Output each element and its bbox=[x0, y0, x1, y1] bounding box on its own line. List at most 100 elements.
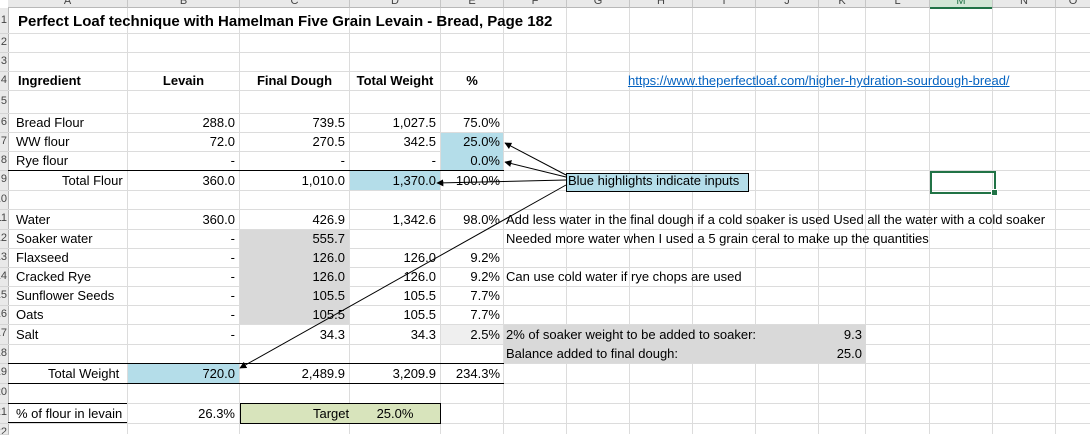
cell-rye-flour-final[interactable]: - bbox=[340, 153, 345, 168]
cell-cracked-rye-pct[interactable]: 9.2% bbox=[470, 269, 500, 284]
row-header-2[interactable]: 2 bbox=[0, 34, 9, 53]
salt-calc-value-final[interactable]: 25.0 bbox=[836, 346, 862, 361]
fill-handle[interactable] bbox=[991, 189, 998, 196]
cell-total-weight-label[interactable]: Total Weight bbox=[48, 366, 120, 381]
cell-salt-total[interactable]: 34.3 bbox=[410, 327, 436, 342]
row-header-12[interactable]: 12 bbox=[0, 230, 9, 249]
row-header-13[interactable]: 13 bbox=[0, 249, 9, 268]
column-header-c[interactable]: C bbox=[240, 0, 350, 8]
note-water[interactable]: Add less water in the final dough if a c… bbox=[506, 212, 1046, 227]
column-header-j[interactable]: J bbox=[756, 0, 819, 8]
cell-bread-flour-label[interactable]: Bread Flour bbox=[16, 115, 84, 130]
row-header-14[interactable]: 14 bbox=[0, 268, 9, 287]
blue-highlight-note[interactable]: Blue highlights indicate inputs bbox=[568, 173, 740, 188]
salt-calc-label-soaker[interactable]: 2% of soaker weight to be added to soake… bbox=[506, 327, 757, 342]
cell-target-value[interactable]: 25.0% bbox=[376, 406, 414, 421]
row-header-4[interactable]: 4 bbox=[0, 72, 9, 91]
row-header-3[interactable]: 3 bbox=[0, 53, 9, 72]
row-header-21[interactable]: 21 bbox=[0, 404, 9, 424]
cell-ww-flour-total[interactable]: 342.5 bbox=[403, 134, 436, 149]
cell-rye-flour-levain[interactable]: - bbox=[230, 153, 235, 168]
header-total-weight[interactable]: Total Weight bbox=[356, 73, 434, 88]
cell-oats-pct[interactable]: 7.7% bbox=[470, 307, 500, 322]
column-header-e[interactable]: E bbox=[441, 0, 504, 8]
cell-salt-pct[interactable]: 2.5% bbox=[470, 327, 500, 342]
cell-flaxseed-total[interactable]: 126.0 bbox=[403, 250, 436, 265]
cell-flaxseed-pct[interactable]: 9.2% bbox=[470, 250, 500, 265]
cell-levain-flour-label[interactable]: % of flour in levain bbox=[16, 406, 123, 421]
row-header-16[interactable]: 16 bbox=[0, 306, 9, 325]
row-header-9[interactable]: 9 bbox=[0, 171, 9, 191]
cell-flaxseed-final[interactable]: 126.0 bbox=[312, 250, 345, 265]
header-ingredient[interactable]: Ingredient bbox=[18, 73, 81, 88]
blue-highlight-note-box[interactable] bbox=[566, 173, 749, 192]
cell-levain-flour-value[interactable]: 26.3% bbox=[198, 406, 235, 421]
cell-sunflower-total[interactable]: 105.5 bbox=[403, 288, 436, 303]
salt-calc-label-final[interactable]: Balance added to final dough: bbox=[506, 346, 679, 361]
cell-total-flour-pct[interactable]: 100.0% bbox=[455, 173, 500, 188]
header-levain[interactable]: Levain bbox=[162, 73, 205, 88]
cell-salt-label[interactable]: Salt bbox=[16, 327, 39, 342]
source-url-link[interactable]: https://www.theperfectloaf.com/higher-hy… bbox=[628, 73, 1010, 88]
cell-cracked-rye-levain[interactable]: - bbox=[230, 269, 235, 284]
column-header-k[interactable]: K bbox=[819, 0, 866, 8]
row-header-10[interactable]: 10 bbox=[0, 191, 9, 210]
cell-oats-levain[interactable]: - bbox=[230, 307, 235, 322]
cell-water-final[interactable]: 426.9 bbox=[312, 212, 345, 227]
column-header-i[interactable]: I bbox=[693, 0, 756, 8]
cell-sunflower-final[interactable]: 105.5 bbox=[312, 288, 345, 303]
cell-rye-flour-label[interactable]: Rye flour bbox=[16, 153, 69, 168]
header-final-dough[interactable]: Final Dough bbox=[256, 73, 333, 88]
row-header-1[interactable]: 1 bbox=[0, 8, 9, 34]
header-percent[interactable]: % bbox=[466, 73, 478, 88]
cell-total-weight-final[interactable]: 2,489.9 bbox=[301, 366, 345, 381]
note-soaker[interactable]: Needed more water when I used a 5 grain … bbox=[506, 231, 929, 246]
row-header-8[interactable]: 8 bbox=[0, 152, 9, 171]
cell-salt-final[interactable]: 34.3 bbox=[319, 327, 345, 342]
column-header-f[interactable]: F bbox=[504, 0, 567, 8]
cell-sunflower-pct[interactable]: 7.7% bbox=[470, 288, 500, 303]
cell-bread-flour-pct[interactable]: 75.0% bbox=[463, 115, 500, 130]
cell-cracked-rye-label[interactable]: Cracked Rye bbox=[16, 269, 92, 284]
column-header-o[interactable]: O bbox=[1056, 0, 1090, 8]
cell-rye-flour-pct[interactable]: 0.0% bbox=[470, 153, 500, 168]
sheet-title[interactable]: Perfect Loaf technique with Hamelman Fiv… bbox=[18, 13, 553, 30]
cell-bread-flour-total[interactable]: 1,027.5 bbox=[392, 115, 436, 130]
cell-soaker-water-label[interactable]: Soaker water bbox=[16, 231, 93, 246]
cell-oats-final[interactable]: 105.5 bbox=[312, 307, 345, 322]
cell-sunflower-levain[interactable]: - bbox=[230, 288, 235, 303]
column-header-n[interactable]: N bbox=[993, 0, 1056, 8]
column-header-g[interactable]: G bbox=[567, 0, 630, 8]
cell-total-weight-levain[interactable]: 720.0 bbox=[202, 366, 235, 381]
row-header-11[interactable]: 11 bbox=[0, 210, 9, 230]
note-rye[interactable]: Can use cold water if rye chops are used bbox=[506, 269, 742, 284]
cell-cracked-rye-final[interactable]: 126.0 bbox=[312, 269, 345, 284]
cell-total-weight-pct[interactable]: 234.3% bbox=[455, 366, 500, 381]
cell-oats-total[interactable]: 105.5 bbox=[403, 307, 436, 322]
cell-total-flour-levain[interactable]: 360.0 bbox=[202, 173, 235, 188]
column-header-d[interactable]: D bbox=[350, 0, 441, 8]
cell-water-pct[interactable]: 98.0% bbox=[463, 212, 500, 227]
column-header-a[interactable]: A bbox=[8, 0, 128, 8]
cell-flaxseed-levain[interactable]: - bbox=[230, 250, 235, 265]
cell-water-levain[interactable]: 360.0 bbox=[202, 212, 235, 227]
target-box[interactable] bbox=[240, 403, 441, 424]
cell-ww-flour-label[interactable]: WW flour bbox=[16, 134, 70, 149]
column-header-l[interactable]: L bbox=[866, 0, 930, 8]
row-header-7[interactable]: 7 bbox=[0, 133, 9, 152]
cell-total-flour-total[interactable]: 1,370.0 bbox=[392, 173, 436, 188]
row-header-17[interactable]: 17 bbox=[0, 325, 9, 345]
cell-soaker-water-final[interactable]: 555.7 bbox=[312, 231, 345, 246]
cell-total-flour-final[interactable]: 1,010.0 bbox=[301, 173, 345, 188]
row-header-18[interactable]: 18 bbox=[0, 345, 9, 364]
cell-flaxseed-label[interactable]: Flaxseed bbox=[16, 250, 69, 265]
cell-oats-label[interactable]: Oats bbox=[16, 307, 44, 322]
column-header-h[interactable]: H bbox=[630, 0, 693, 8]
cell-target-label[interactable]: Target bbox=[313, 406, 350, 421]
row-header-19[interactable]: 19 bbox=[0, 364, 9, 384]
cell-water-label[interactable]: Water bbox=[16, 212, 51, 227]
cell-sunflower-label[interactable]: Sunflower Seeds bbox=[16, 288, 115, 303]
cell-total-weight-total[interactable]: 3,209.9 bbox=[392, 366, 436, 381]
cell-bread-flour-levain[interactable]: 288.0 bbox=[202, 115, 235, 130]
row-header-5[interactable]: 5 bbox=[0, 91, 9, 114]
